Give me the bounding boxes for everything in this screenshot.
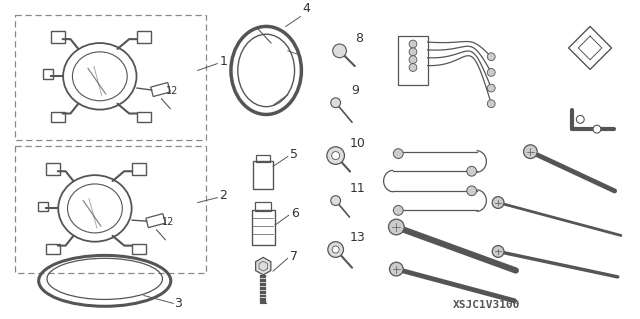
Bar [137, 31, 150, 43]
Circle shape [394, 149, 403, 159]
Polygon shape [568, 26, 612, 70]
Bar [15, 15, 205, 140]
Text: 7: 7 [290, 250, 298, 263]
Circle shape [467, 186, 477, 196]
Circle shape [487, 69, 495, 76]
Circle shape [331, 98, 340, 108]
Bar [15, 146, 205, 273]
Bar [255, 202, 271, 211]
Text: 13: 13 [349, 231, 365, 244]
Bar [51, 31, 65, 43]
Circle shape [487, 100, 495, 108]
Text: 2: 2 [220, 189, 227, 202]
Bar [132, 163, 146, 175]
Text: 4: 4 [302, 2, 310, 15]
Circle shape [492, 197, 504, 208]
Circle shape [328, 242, 344, 257]
Circle shape [487, 84, 495, 92]
Circle shape [487, 53, 495, 61]
Text: 9: 9 [351, 84, 359, 97]
Circle shape [390, 262, 403, 276]
Circle shape [467, 166, 477, 176]
Circle shape [409, 48, 417, 56]
Bar [137, 112, 150, 122]
Circle shape [409, 63, 417, 71]
Circle shape [577, 115, 584, 123]
Bar [46, 163, 60, 175]
Text: 10: 10 [349, 137, 365, 150]
Bar [398, 36, 428, 85]
Bar [252, 210, 275, 245]
Text: 12: 12 [166, 86, 179, 96]
Bar [46, 244, 60, 255]
Bar [253, 161, 273, 189]
Text: 12: 12 [161, 217, 174, 227]
Circle shape [327, 147, 344, 164]
Circle shape [409, 40, 417, 48]
Bar [38, 202, 48, 211]
Text: 11: 11 [349, 182, 365, 195]
Circle shape [492, 246, 504, 257]
Circle shape [331, 196, 340, 205]
Bar [257, 155, 270, 162]
Text: XSJC1V3100: XSJC1V3100 [452, 300, 520, 310]
Polygon shape [255, 257, 271, 275]
Bar [150, 83, 170, 97]
Text: 6: 6 [291, 207, 298, 220]
Bar [43, 70, 53, 79]
Text: 1: 1 [220, 55, 227, 68]
Text: 8: 8 [355, 32, 364, 45]
Text: 3: 3 [174, 297, 182, 310]
Circle shape [593, 125, 601, 133]
Bar [146, 214, 165, 228]
Circle shape [333, 44, 346, 58]
Bar [132, 244, 146, 255]
Circle shape [524, 145, 537, 159]
Circle shape [388, 219, 404, 235]
Circle shape [409, 56, 417, 63]
Circle shape [332, 246, 339, 253]
Circle shape [332, 152, 340, 160]
Circle shape [394, 205, 403, 215]
Text: 5: 5 [290, 148, 298, 161]
Bar [51, 112, 65, 122]
